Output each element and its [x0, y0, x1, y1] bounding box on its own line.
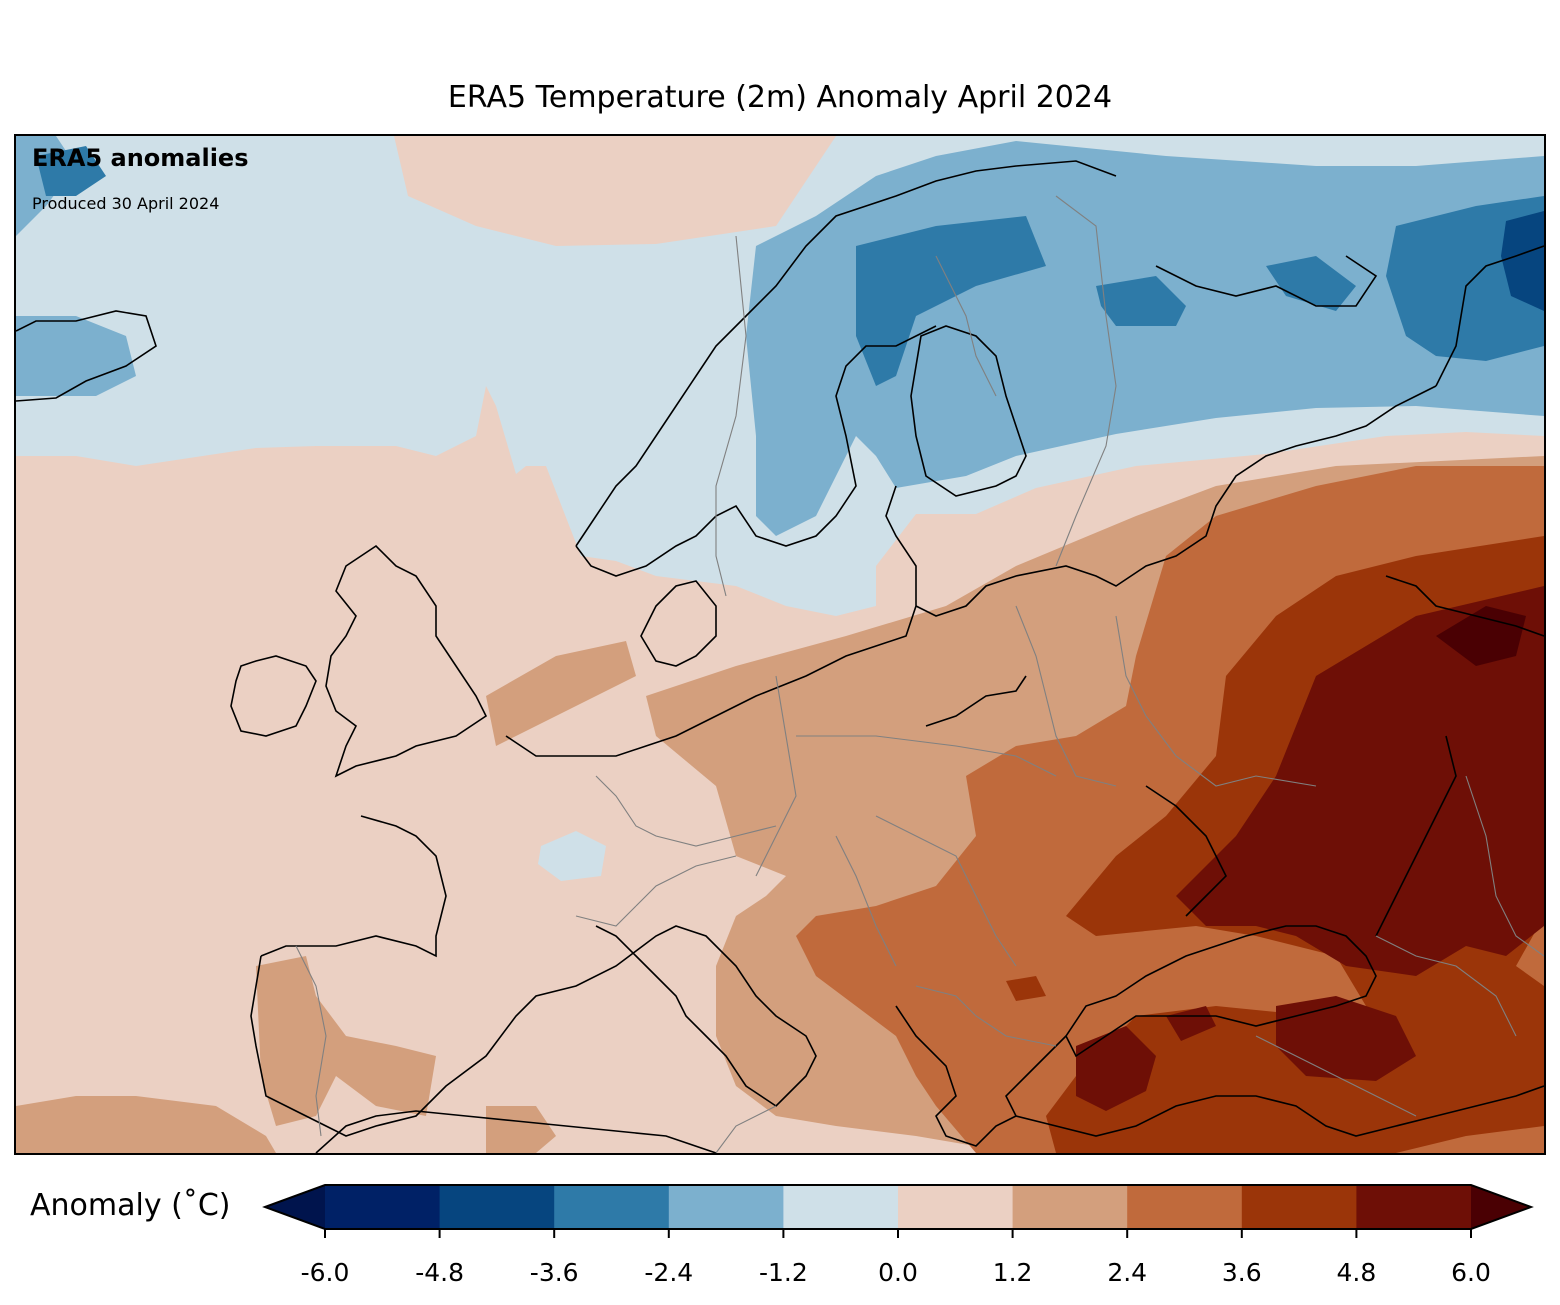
colorbar-outline: [262, 1184, 1534, 1230]
colorbar-box: [783, 1185, 899, 1229]
colorbar-box: [668, 1185, 784, 1229]
colorbar-tick-label: 6.0: [1451, 1258, 1491, 1287]
colorbar-tick-label: -4.8: [415, 1258, 464, 1287]
field-neg-2.4-to-3.6: [36, 146, 1544, 386]
field-above-6.0: [1436, 606, 1526, 666]
colorbar-box: [554, 1185, 670, 1229]
field-neg-1.2-to-2.4: [16, 136, 1544, 536]
brand-label: ERA5 anomalies: [32, 144, 249, 172]
colorbar-box: [1241, 1185, 1357, 1229]
colorbar-label: Anomaly (˚C): [30, 1188, 231, 1223]
coastlines: [16, 160, 1544, 1153]
field-france-cold: [538, 831, 606, 881]
colorbar-tick-label: -1.2: [759, 1258, 808, 1287]
colorbar-tick-label: -6.0: [301, 1258, 350, 1287]
colorbar-box: [325, 1185, 441, 1229]
colorbar-box: [439, 1185, 555, 1229]
colorbar-tick-label: 3.6: [1222, 1258, 1262, 1287]
field-neg-3.6-to-4.8: [1501, 211, 1544, 311]
colorbar-box: [1012, 1185, 1128, 1229]
colorbar-tick-label: 2.4: [1107, 1258, 1147, 1287]
colorbar-tick-label: 4.8: [1337, 1258, 1377, 1287]
chart-title: ERA5 Temperature (2m) Anomaly April 2024: [447, 80, 1113, 115]
colorbar-tick-label: 1.2: [993, 1258, 1033, 1287]
colorbar-tick-label: -3.6: [530, 1258, 579, 1287]
map-panel: ERA5 anomalies Produced 30 April 2024: [14, 134, 1546, 1155]
anomaly-map: [16, 136, 1544, 1153]
country-borders: [295, 195, 1544, 1153]
colorbar-under-arrow: [265, 1185, 325, 1229]
colorbar-ticks: -6.0 -4.8 -3.6 -2.4 -1.2 0.0 1.2 2.4 3.6 4.8 6.0: [301, 1229, 1491, 1287]
colorbar-tick-label: -2.4: [644, 1258, 693, 1287]
colorbar-box: [898, 1185, 1014, 1229]
colorbar-box: [1356, 1185, 1472, 1229]
produced-date-label: Produced 30 April 2024: [32, 194, 220, 213]
colorbar-box: [1127, 1185, 1243, 1229]
field-4.8-to-6.0: [1076, 586, 1544, 1111]
colorbar-tick-label: 0.0: [878, 1258, 918, 1287]
colorbar-boxes: [262, 1184, 1534, 1230]
colorbar-over-arrow: [1471, 1185, 1531, 1229]
